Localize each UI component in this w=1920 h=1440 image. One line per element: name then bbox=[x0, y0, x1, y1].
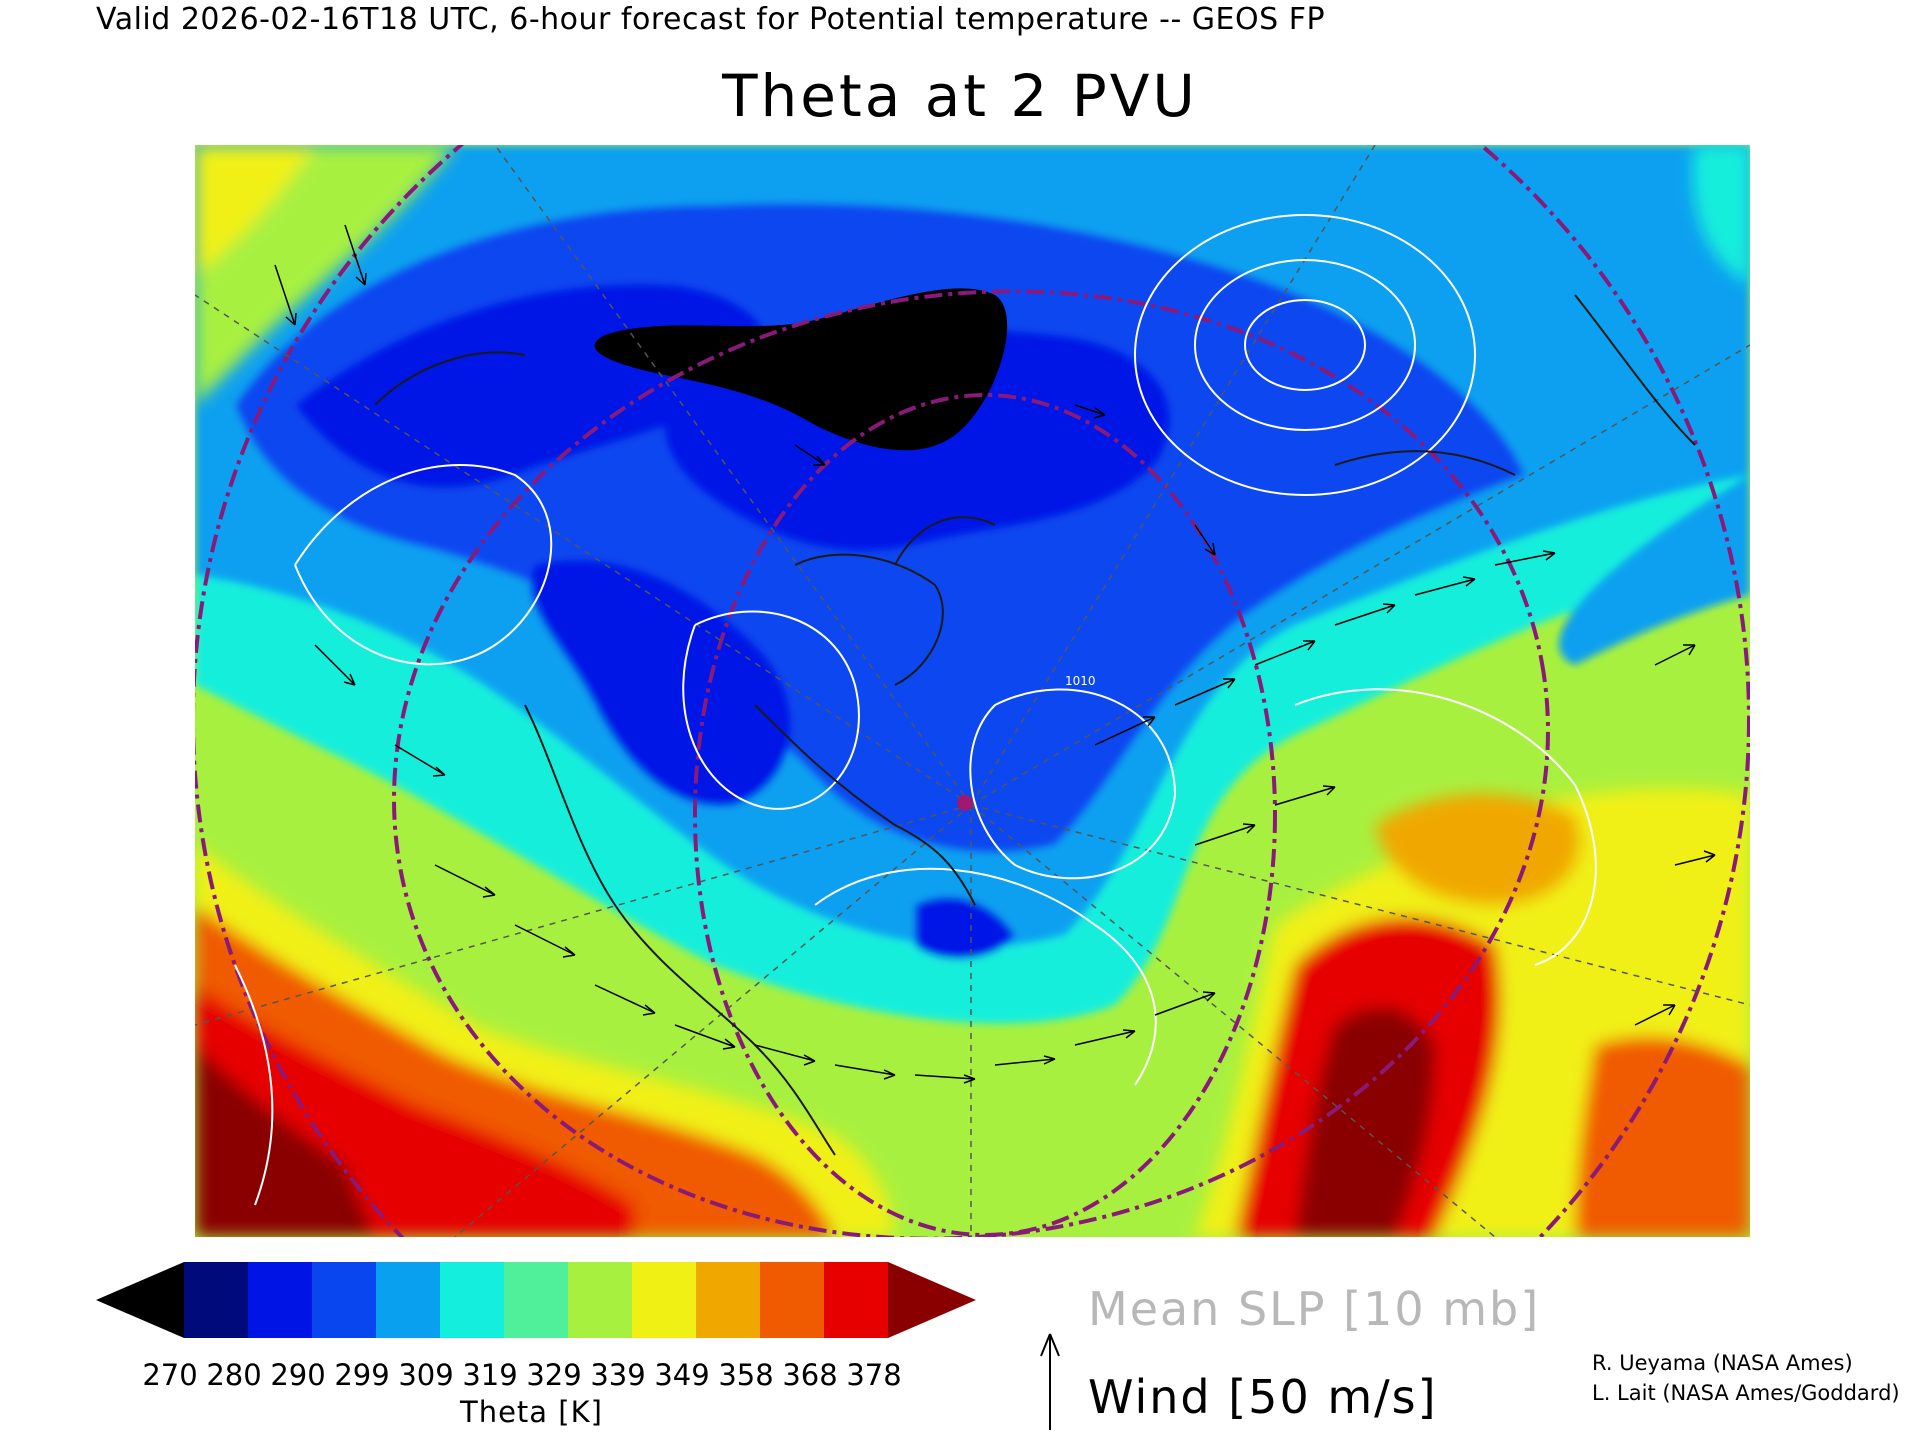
colorbar-label: 290 bbox=[270, 1358, 326, 1392]
colorbar-label: 368 bbox=[782, 1358, 838, 1392]
colorbar-label: 299 bbox=[334, 1358, 390, 1392]
wind-scale-arrow-icon bbox=[1040, 1333, 1060, 1430]
colorbar-high-triangle bbox=[888, 1262, 976, 1338]
colorbar-label: 358 bbox=[718, 1358, 774, 1392]
colorbar-unit-label: Theta [K] bbox=[460, 1395, 603, 1429]
colorbar-cell bbox=[440, 1262, 505, 1338]
colorbar-cell bbox=[184, 1262, 249, 1338]
theta-map-canvas: 1010 bbox=[195, 145, 1750, 1237]
colorbar-cell bbox=[504, 1262, 569, 1338]
colorbar-label: 309 bbox=[398, 1358, 454, 1392]
credits: R. Ueyama (NASA Ames) L. Lait (NASA Ames… bbox=[1592, 1348, 1900, 1408]
colorbar-cell bbox=[376, 1262, 441, 1338]
credit-line-1: R. Ueyama (NASA Ames) bbox=[1592, 1351, 1853, 1375]
slp-contours bbox=[234, 214, 1597, 1206]
wind-legend-label: Wind [50 m/s] bbox=[1088, 1370, 1438, 1424]
inner-latitude-circle bbox=[693, 393, 1277, 1237]
colorbar-label: 349 bbox=[654, 1358, 710, 1392]
location-marker bbox=[957, 795, 973, 811]
colorbar-cell bbox=[312, 1262, 377, 1338]
wind-vectors bbox=[274, 224, 1716, 1084]
graticule bbox=[195, 145, 1750, 1237]
theta-map: 1010 bbox=[195, 145, 1750, 1237]
colorbar-label: 280 bbox=[206, 1358, 262, 1392]
plot-title: Theta at 2 PVU bbox=[722, 62, 1198, 130]
colorbar-label: 270 bbox=[142, 1358, 198, 1392]
coastlines bbox=[374, 294, 1696, 1156]
outer-latitude-circle bbox=[195, 145, 1750, 1237]
middle-latitude-circle bbox=[392, 289, 1550, 1237]
credit-line-2: L. Lait (NASA Ames/Goddard) bbox=[1592, 1381, 1900, 1405]
colorbar-low-triangle bbox=[96, 1262, 184, 1338]
colorbar-cell bbox=[760, 1262, 825, 1338]
colorbar-cell bbox=[824, 1262, 889, 1338]
valid-time-header: Valid 2026-02-16T18 UTC, 6-hour forecast… bbox=[96, 2, 1326, 37]
colorbar-label: 339 bbox=[590, 1358, 646, 1392]
colorbar-cell bbox=[696, 1262, 761, 1338]
colorbar-label: 329 bbox=[526, 1358, 582, 1392]
colorbar-label: 319 bbox=[462, 1358, 518, 1392]
slp-legend-label: Mean SLP [10 mb] bbox=[1088, 1282, 1541, 1336]
slp-contour-label: 1010 bbox=[1065, 674, 1096, 688]
colorbar-cell bbox=[248, 1262, 313, 1338]
colorbar-cell bbox=[568, 1262, 633, 1338]
colorbar-label: 378 bbox=[846, 1358, 902, 1392]
theta-colorbar bbox=[96, 1262, 976, 1338]
colorbar-cell bbox=[632, 1262, 697, 1338]
